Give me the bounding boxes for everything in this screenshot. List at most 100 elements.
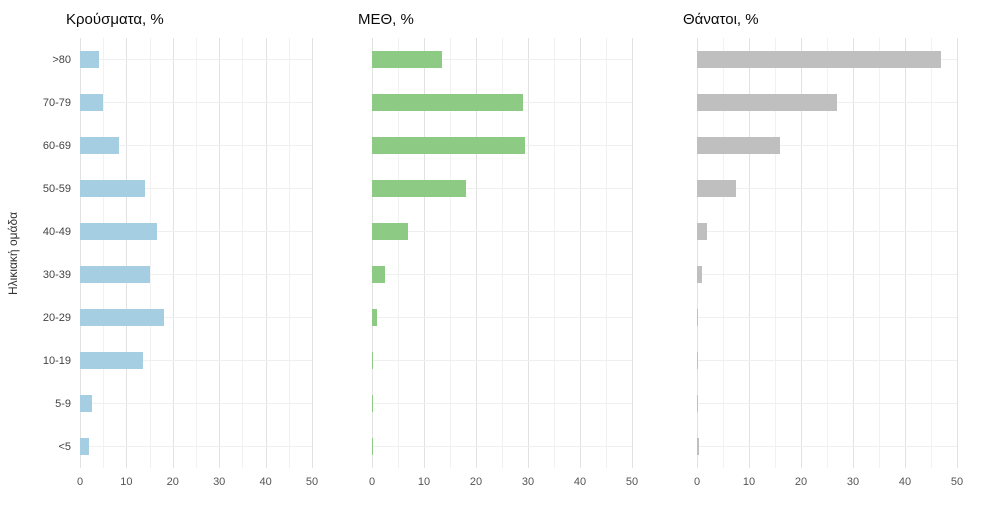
x-tick-label: 10 [417,476,431,488]
gridline-v-5 [103,38,105,468]
bar-<5 [697,438,699,455]
bar-row [697,382,957,425]
gridline-v-45 [606,38,607,468]
panel-title-icu: ΜΕΘ, % [358,11,414,28]
bar-60-69 [372,137,526,154]
bar-row [372,124,632,167]
gridline-h [372,59,632,60]
gridline-h [697,274,957,275]
bar-30-39 [372,266,385,283]
gridline-v-45 [288,38,290,468]
gridline-v-50 [957,38,958,468]
gridline-h [697,317,957,318]
x-tick-label: 10 [120,476,133,488]
y-axis-label-30-39: 30-39 [42,268,71,281]
y-axis-label-50-59: 50-59 [42,182,71,195]
gridline-h [80,274,312,275]
bar-10-19 [372,352,374,369]
bar-row [372,425,632,468]
bar-row [80,167,312,210]
gridline-v-5 [723,38,724,468]
bar-row [697,167,957,210]
gridline-v-50 [312,38,313,468]
bar-5-9 [80,395,92,412]
bar-5-9 [697,395,698,412]
bar-20-29 [697,309,699,326]
panel-body-icu [372,38,633,468]
gridline-v-40 [905,38,906,468]
gridline-h [697,446,957,447]
bar->80 [697,51,942,68]
bar-row [80,81,312,124]
gridline-h [372,403,632,404]
gridline-v-25 [502,38,503,468]
bar-row [80,210,312,253]
gridline-v-15 [450,38,451,468]
gridline-h [80,59,312,60]
y-axis-labels: >80 70-79 60-69 50-59 40-49 30-39 20-29 10-19 5-… [28,38,80,468]
gridline-v-40 [265,38,267,468]
gridline-v-50 [632,38,633,468]
gridline-h [372,188,632,189]
x-tick-label: 30 [521,476,535,488]
y-axis-label-5-9: 5-9 [55,397,71,410]
gridline-v-30 [219,38,221,468]
x-tick-label: 20 [469,476,483,488]
x-tick-label: 50 [625,476,639,488]
gridline-v-35 [879,38,880,468]
bar-5-9 [372,395,373,412]
bar-row [372,296,632,339]
gridline-h [697,360,957,361]
x-tick-label: 10 [742,476,756,488]
y-axis-label-70-79: 70-79 [42,96,71,109]
bar-row [372,167,632,210]
gridline-v-30 [853,38,854,468]
bar-10-19 [80,352,143,369]
gridline-h [372,274,632,275]
gridline-h [372,446,632,447]
panel-title-deaths: Θάνατοι, % [683,11,759,28]
gridline-h [372,360,632,361]
bar-row [697,38,957,81]
y-axis-label-10-19: 10-19 [42,354,71,367]
x-tick-label: 0 [76,476,84,488]
gridline-h [80,403,312,404]
bar-20-29 [372,309,378,326]
bar->80 [372,51,443,68]
panel-deaths: Θάνατοι, % 0 10 20 30 40 50 [683,8,963,498]
bar-row [80,38,312,81]
gridline-h [372,317,632,318]
bar-row [80,339,312,382]
plot-area-cases [80,38,313,468]
gridline-h [80,360,312,361]
bar-row [80,296,312,339]
bar-70-79 [372,94,523,111]
bar-row [372,339,632,382]
gridline-v-35 [242,38,244,468]
bar-70-79 [697,94,838,111]
bar-30-39 [80,266,150,283]
gridline-h [80,231,312,232]
gridline-h [80,145,312,146]
bar-row [80,425,312,468]
gridline-v-0 [697,38,698,468]
x-tick-label: 40 [259,476,272,488]
panel-cases: Κρούσματα, % >80 70-79 60-69 50-59 40-49 30-3… [28,8,318,498]
x-tick-label: 50 [950,476,964,488]
bar-50-59 [372,180,466,197]
gridline-h [697,188,957,189]
bar-row [80,124,312,167]
bar-row [372,81,632,124]
y-axis-label-60-69: 60-69 [42,139,71,152]
bar-row [372,38,632,81]
x-tick-label: 20 [166,476,179,488]
gridline-v-35 [554,38,555,468]
bar-row [697,253,957,296]
x-tick-label: 0 [693,476,701,488]
gridline-v-20 [801,38,802,468]
gridline-v-5 [398,38,399,468]
bar-row [372,210,632,253]
bar-70-79 [80,94,104,111]
gridline-v-40 [580,38,581,468]
panel-icu: ΜΕΘ, % 0 10 20 30 40 50 [358,8,638,498]
